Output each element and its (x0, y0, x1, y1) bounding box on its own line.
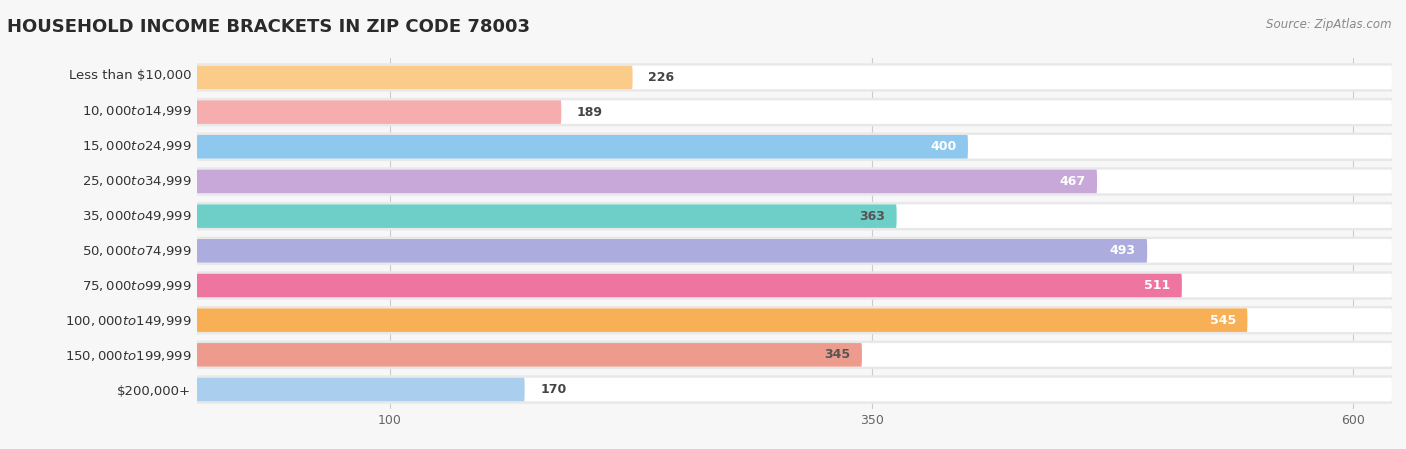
FancyBboxPatch shape (197, 343, 862, 367)
Text: 511: 511 (1144, 279, 1170, 292)
Text: 467: 467 (1059, 175, 1085, 188)
Text: $35,000 to $49,999: $35,000 to $49,999 (82, 209, 191, 223)
FancyBboxPatch shape (197, 378, 524, 401)
FancyBboxPatch shape (197, 341, 1392, 369)
FancyBboxPatch shape (197, 135, 967, 158)
Text: 226: 226 (648, 71, 673, 84)
FancyBboxPatch shape (197, 66, 633, 89)
FancyBboxPatch shape (197, 308, 1392, 332)
FancyBboxPatch shape (197, 98, 1392, 126)
FancyBboxPatch shape (197, 100, 1392, 124)
Text: HOUSEHOLD INCOME BRACKETS IN ZIP CODE 78003: HOUSEHOLD INCOME BRACKETS IN ZIP CODE 78… (7, 18, 530, 36)
FancyBboxPatch shape (197, 167, 1392, 196)
Text: $15,000 to $24,999: $15,000 to $24,999 (82, 139, 191, 153)
FancyBboxPatch shape (197, 271, 1392, 300)
FancyBboxPatch shape (197, 170, 1392, 193)
FancyBboxPatch shape (197, 132, 1392, 161)
Text: 363: 363 (859, 210, 884, 223)
FancyBboxPatch shape (197, 237, 1392, 265)
FancyBboxPatch shape (197, 66, 1392, 89)
FancyBboxPatch shape (197, 135, 1392, 158)
FancyBboxPatch shape (197, 204, 897, 228)
Text: Source: ZipAtlas.com: Source: ZipAtlas.com (1267, 18, 1392, 31)
FancyBboxPatch shape (197, 378, 1392, 401)
FancyBboxPatch shape (197, 239, 1147, 263)
FancyBboxPatch shape (197, 274, 1392, 297)
Text: $200,000+: $200,000+ (117, 385, 191, 397)
Text: 545: 545 (1209, 314, 1236, 327)
Text: 189: 189 (576, 106, 603, 119)
FancyBboxPatch shape (197, 63, 1392, 92)
Text: $25,000 to $34,999: $25,000 to $34,999 (82, 174, 191, 188)
FancyBboxPatch shape (197, 308, 1247, 332)
FancyBboxPatch shape (197, 170, 1097, 193)
FancyBboxPatch shape (197, 100, 561, 124)
Text: $75,000 to $99,999: $75,000 to $99,999 (82, 279, 191, 293)
Text: 170: 170 (540, 383, 567, 396)
Text: $100,000 to $149,999: $100,000 to $149,999 (65, 314, 191, 328)
Text: Less than $10,000: Less than $10,000 (69, 70, 191, 82)
FancyBboxPatch shape (197, 239, 1392, 263)
Text: $150,000 to $199,999: $150,000 to $199,999 (65, 349, 191, 363)
FancyBboxPatch shape (197, 306, 1392, 335)
Text: 493: 493 (1109, 244, 1136, 257)
FancyBboxPatch shape (197, 274, 1182, 297)
FancyBboxPatch shape (197, 202, 1392, 230)
FancyBboxPatch shape (197, 343, 1392, 367)
FancyBboxPatch shape (197, 375, 1392, 404)
Text: $10,000 to $14,999: $10,000 to $14,999 (82, 104, 191, 118)
Text: 345: 345 (824, 348, 851, 361)
Text: 400: 400 (931, 140, 956, 153)
Text: $50,000 to $74,999: $50,000 to $74,999 (82, 244, 191, 258)
FancyBboxPatch shape (197, 204, 1392, 228)
